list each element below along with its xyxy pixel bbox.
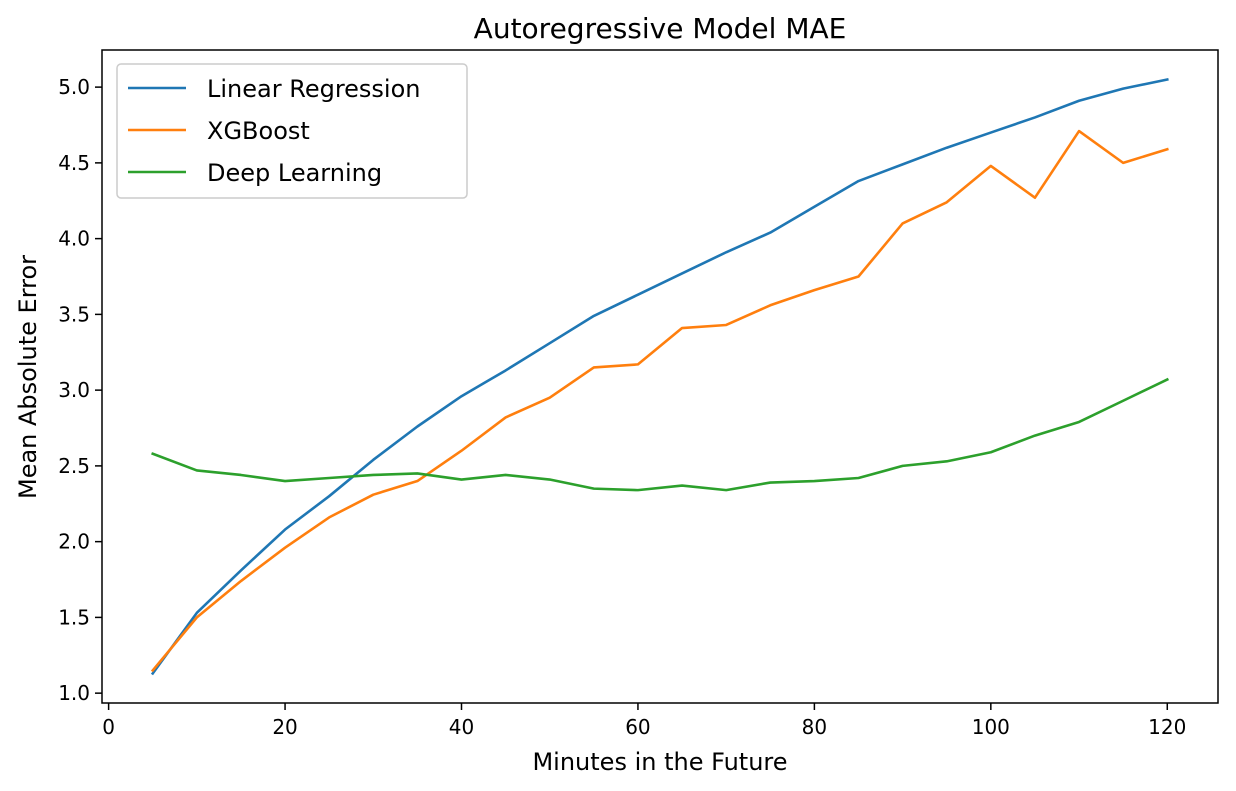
y-tick-label: 1.0: [58, 681, 90, 705]
chart-title: Autoregressive Model MAE: [474, 12, 847, 45]
y-axis-ticks: 1.0 1.5 2.0 2.5 3.0 3.5 4.0 4.5 5.0: [58, 75, 102, 705]
x-tick-label: 0: [102, 715, 115, 739]
y-tick-label: 1.5: [58, 605, 90, 629]
x-axis-ticks: 0 20 40 60 80 100 120: [102, 703, 1186, 739]
series-line-0: [150, 78, 1169, 676]
legend-label-2: Deep Learning: [207, 159, 382, 187]
x-tick-label: 60: [625, 715, 650, 739]
y-tick-label: 3.5: [58, 302, 90, 326]
legend-label-1: XGBoost: [207, 117, 310, 145]
legend-box: [116, 63, 468, 199]
y-tick-label: 2.0: [58, 530, 90, 554]
x-tick-label: 100: [972, 715, 1010, 739]
y-tick-label: 4.5: [58, 151, 90, 175]
plot-frame: [101, 49, 1219, 704]
y-tick-label: 3.0: [58, 378, 90, 402]
plot-area: [150, 78, 1170, 676]
x-tick-label: 120: [1148, 715, 1186, 739]
x-tick-label: 40: [449, 715, 474, 739]
y-tick-label: 2.5: [58, 454, 90, 478]
series-line-1: [150, 129, 1169, 673]
x-tick-label: 80: [802, 715, 827, 739]
legend-label-0: Linear Regression: [207, 75, 421, 103]
x-tick-label: 20: [272, 715, 297, 739]
y-tick-label: 4.0: [58, 227, 90, 251]
y-axis-label: Mean Absolute Error: [14, 255, 42, 499]
x-axis-label: Minutes in the Future: [532, 748, 787, 776]
legend: Linear Regression XGBoost Deep Learning: [116, 63, 468, 199]
y-tick-label: 5.0: [58, 75, 90, 99]
series-line-2: [151, 377, 1170, 492]
